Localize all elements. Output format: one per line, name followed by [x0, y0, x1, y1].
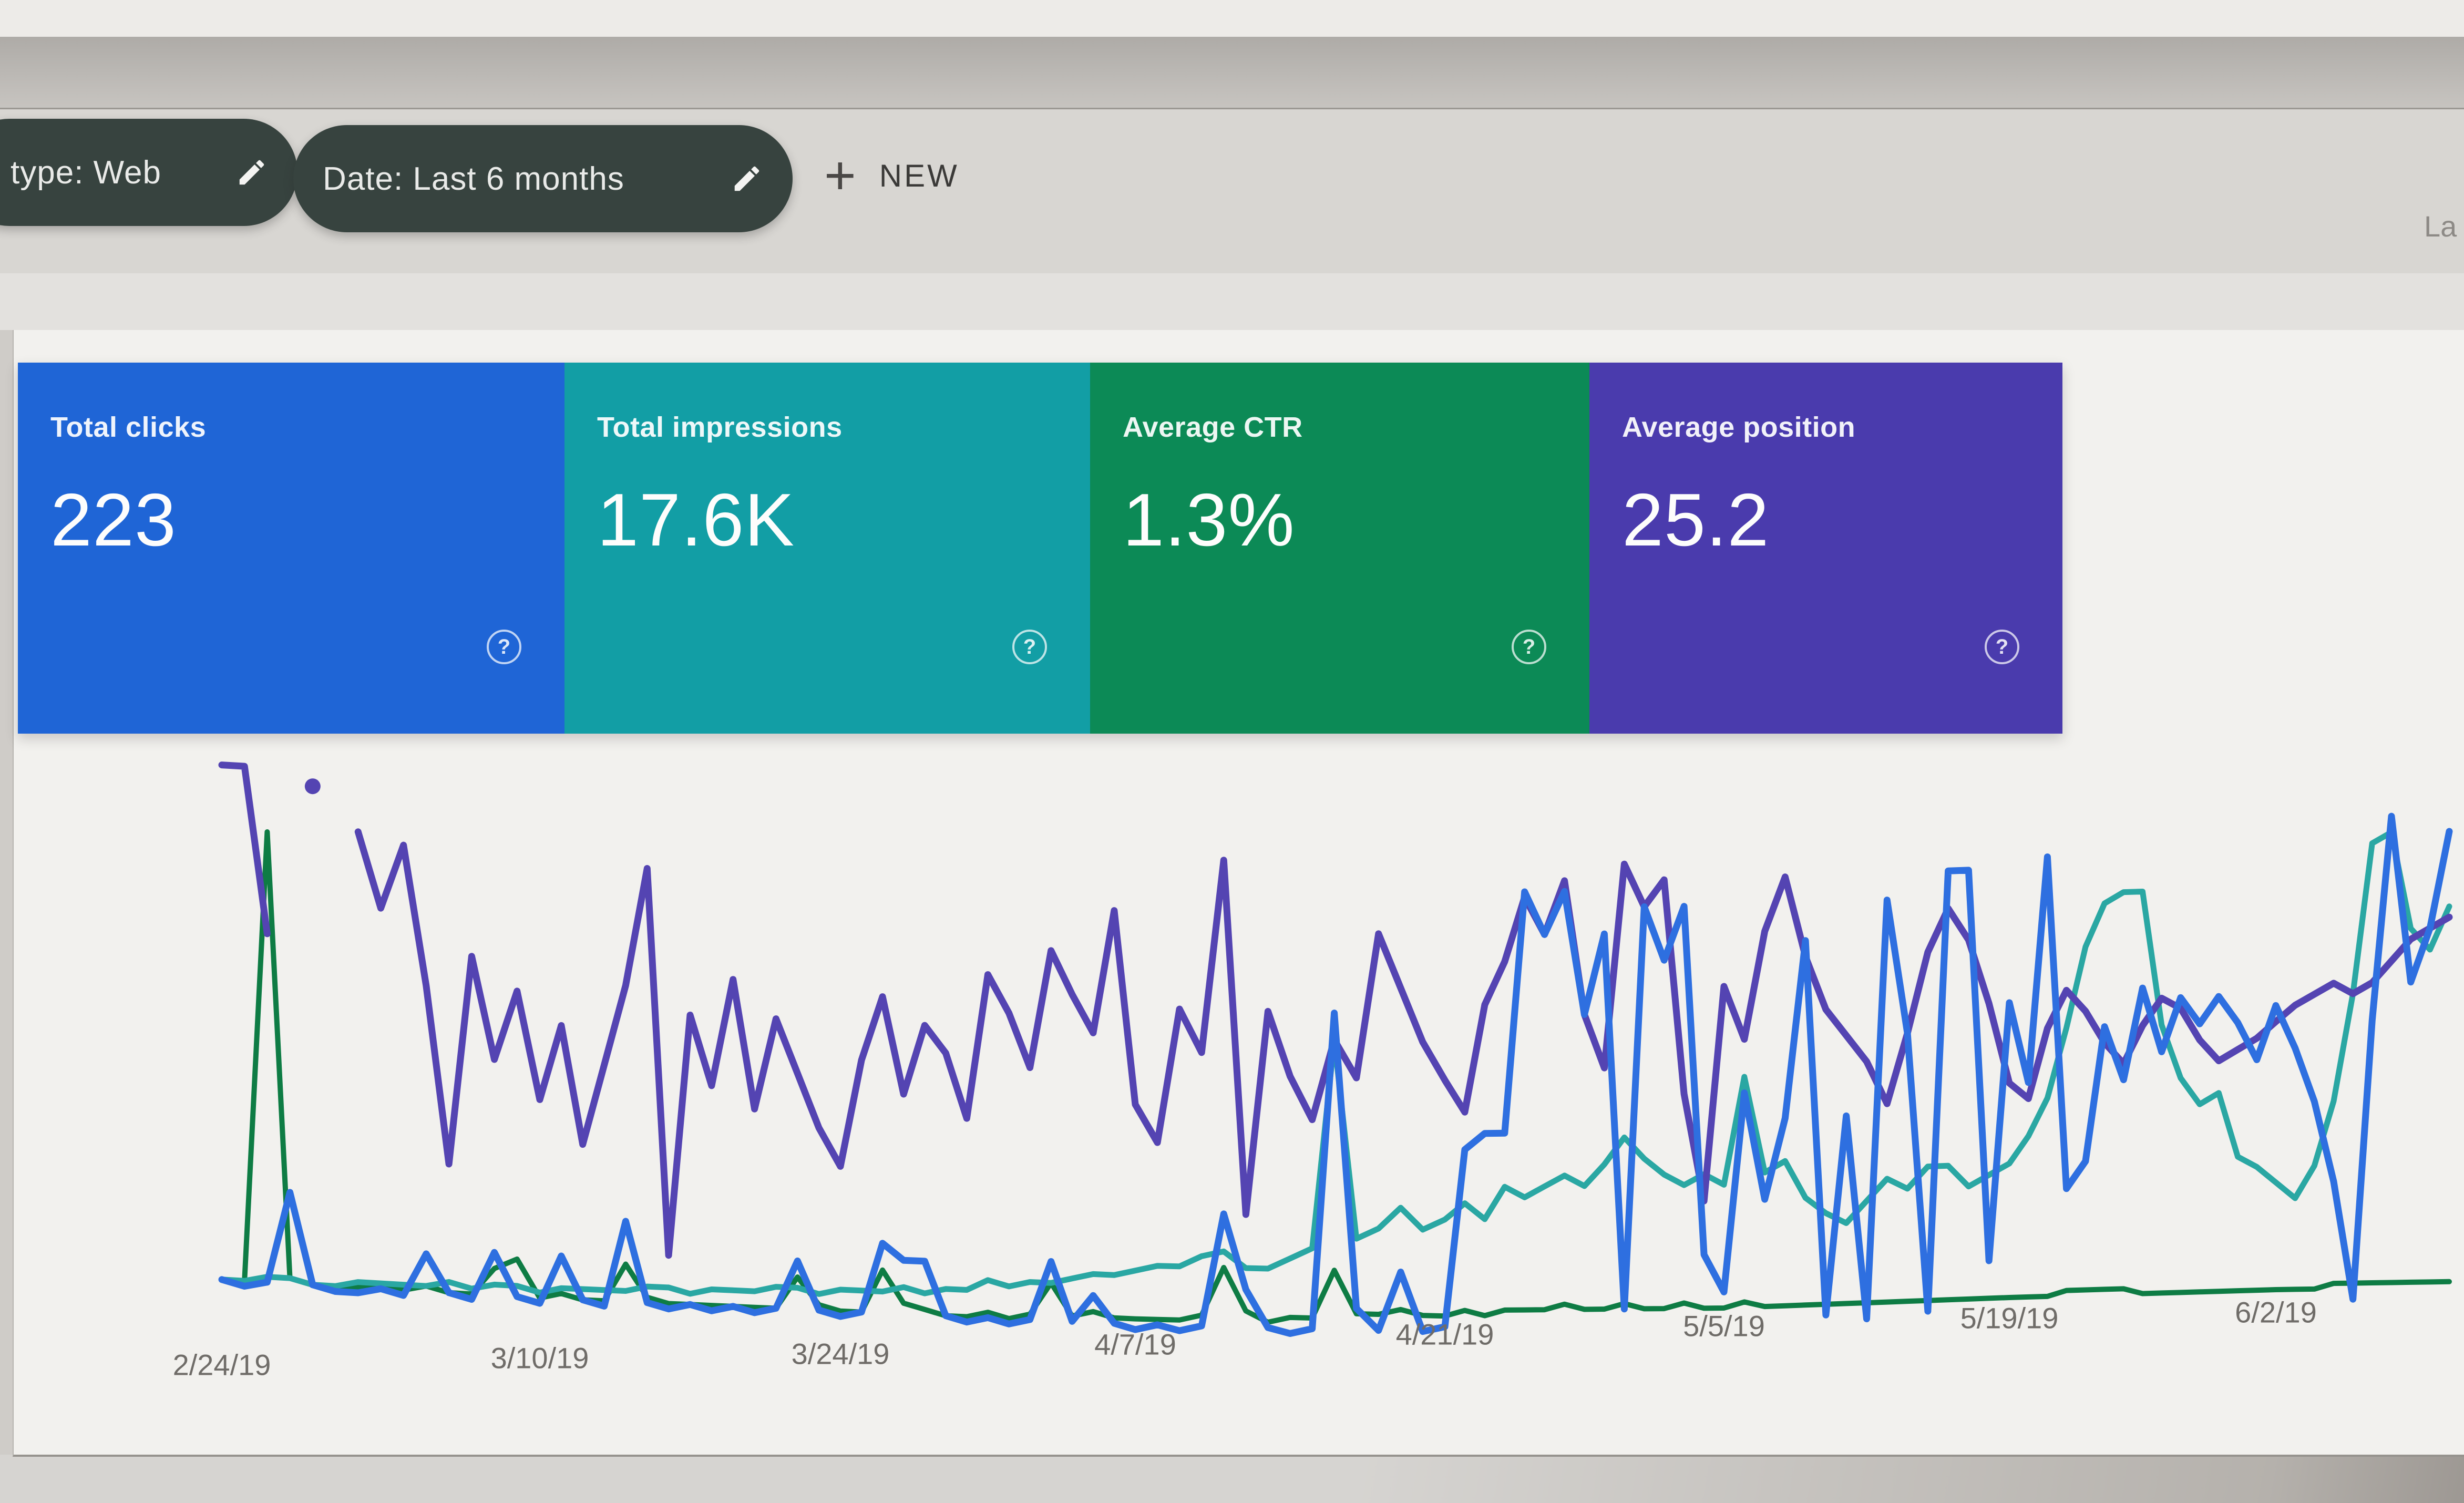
metric-card-value: 25.2 — [1622, 478, 1770, 562]
search-type-chip-label: type: Web — [11, 154, 162, 191]
toolbar-panel-gap — [0, 273, 2464, 330]
edit-icon[interactable] — [731, 162, 763, 195]
metric-card-value: 17.6K — [597, 478, 795, 562]
last-updated-partial-text: La — [2424, 210, 2457, 243]
x-axis-label: 3/10/19 — [490, 1341, 589, 1375]
x-axis-label: 4/21/19 — [1395, 1317, 1494, 1351]
help-icon[interactable]: ? — [1512, 630, 1546, 664]
metric-card-label: Total clicks — [50, 411, 207, 443]
metric-cards-row: Total clicks 223 ? Total impressions 17.… — [18, 363, 2062, 734]
edit-icon[interactable] — [235, 156, 268, 189]
metric-card-total-impressions[interactable]: Total impressions 17.6K ? — [564, 363, 1090, 734]
filter-toolbar: type: Web Date: Last 6 months + NEW La — [0, 0, 2464, 273]
metric-card-label: Total impressions — [597, 411, 843, 443]
x-axis-label: 5/19/19 — [1960, 1301, 2059, 1335]
x-axis-label: 5/5/19 — [1683, 1309, 1765, 1343]
help-icon[interactable]: ? — [1012, 630, 1047, 664]
metric-card-total-clicks[interactable]: Total clicks 223 ? — [18, 363, 564, 734]
new-filter-button-label: NEW — [879, 158, 959, 193]
x-axis-label: 6/2/19 — [2235, 1295, 2317, 1329]
help-icon[interactable]: ? — [1985, 630, 2019, 664]
date-range-chip-label: Date: Last 6 months — [323, 160, 624, 197]
x-axis-label: 3/24/19 — [791, 1337, 890, 1371]
x-axis-label: 4/7/19 — [1094, 1327, 1176, 1361]
help-icon[interactable]: ? — [487, 630, 521, 664]
metric-card-label: Average position — [1622, 411, 1856, 443]
browser-chrome-band — [0, 37, 2464, 108]
chart-hover-area[interactable] — [221, 757, 2449, 1314]
screen-bottom-strip — [0, 1455, 2464, 1503]
x-axis-label: 2/24/19 — [172, 1348, 271, 1382]
metric-card-average-position[interactable]: Average position 25.2 ? — [1589, 363, 2062, 734]
metric-card-label: Average CTR — [1123, 411, 1303, 443]
metric-card-value: 223 — [50, 478, 177, 562]
filter-chip-date-range[interactable]: Date: Last 6 months — [293, 125, 793, 232]
metric-card-average-ctr[interactable]: Average CTR 1.3% ? — [1090, 363, 1589, 734]
screen-top-strip — [0, 0, 2464, 37]
metric-card-value: 1.3% — [1123, 478, 1295, 562]
filter-chip-search-type[interactable]: type: Web — [0, 119, 297, 226]
new-filter-button[interactable]: + NEW — [824, 148, 959, 203]
plus-icon: + — [824, 145, 856, 206]
